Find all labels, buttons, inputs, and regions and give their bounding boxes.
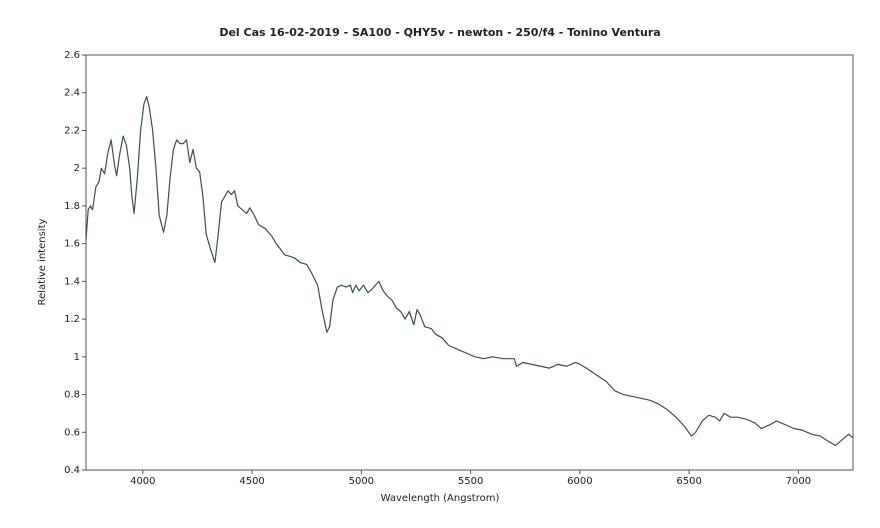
y-tick-label: 0.4 xyxy=(64,465,80,476)
y-tick-label: 0.6 xyxy=(64,427,80,438)
y-axis-label: Relative intensity xyxy=(37,218,48,305)
y-tick-label: 1.2 xyxy=(64,314,80,325)
y-tick-label: 0.8 xyxy=(64,390,80,401)
x-tick-label: 5500 xyxy=(458,476,483,487)
x-axis-label: Wavelength (Angstrom) xyxy=(381,493,500,504)
chart-title: Del Cas 16-02-2019 - SA100 - QHY5v - new… xyxy=(219,26,660,39)
x-tick-label: 4500 xyxy=(239,476,264,487)
plot-area xyxy=(85,54,854,471)
x-tick-label: 4000 xyxy=(130,476,155,487)
x-tick-label: 5000 xyxy=(349,476,374,487)
y-tick-label: 2 xyxy=(74,163,80,174)
y-tick-label: 1.8 xyxy=(64,201,80,212)
y-tick-label: 1.4 xyxy=(64,276,80,287)
y-tick-label: 1 xyxy=(74,352,80,363)
y-tick-label: 2.2 xyxy=(64,125,80,136)
x-tick-label: 7000 xyxy=(786,476,811,487)
y-tick-label: 2.4 xyxy=(64,88,80,99)
x-tick-label: 6000 xyxy=(567,476,592,487)
spectrum-line xyxy=(85,95,854,447)
y-tick-label: 2.6 xyxy=(64,50,80,61)
y-tick-label: 1.6 xyxy=(64,239,80,250)
x-tick-label: 6500 xyxy=(676,476,701,487)
